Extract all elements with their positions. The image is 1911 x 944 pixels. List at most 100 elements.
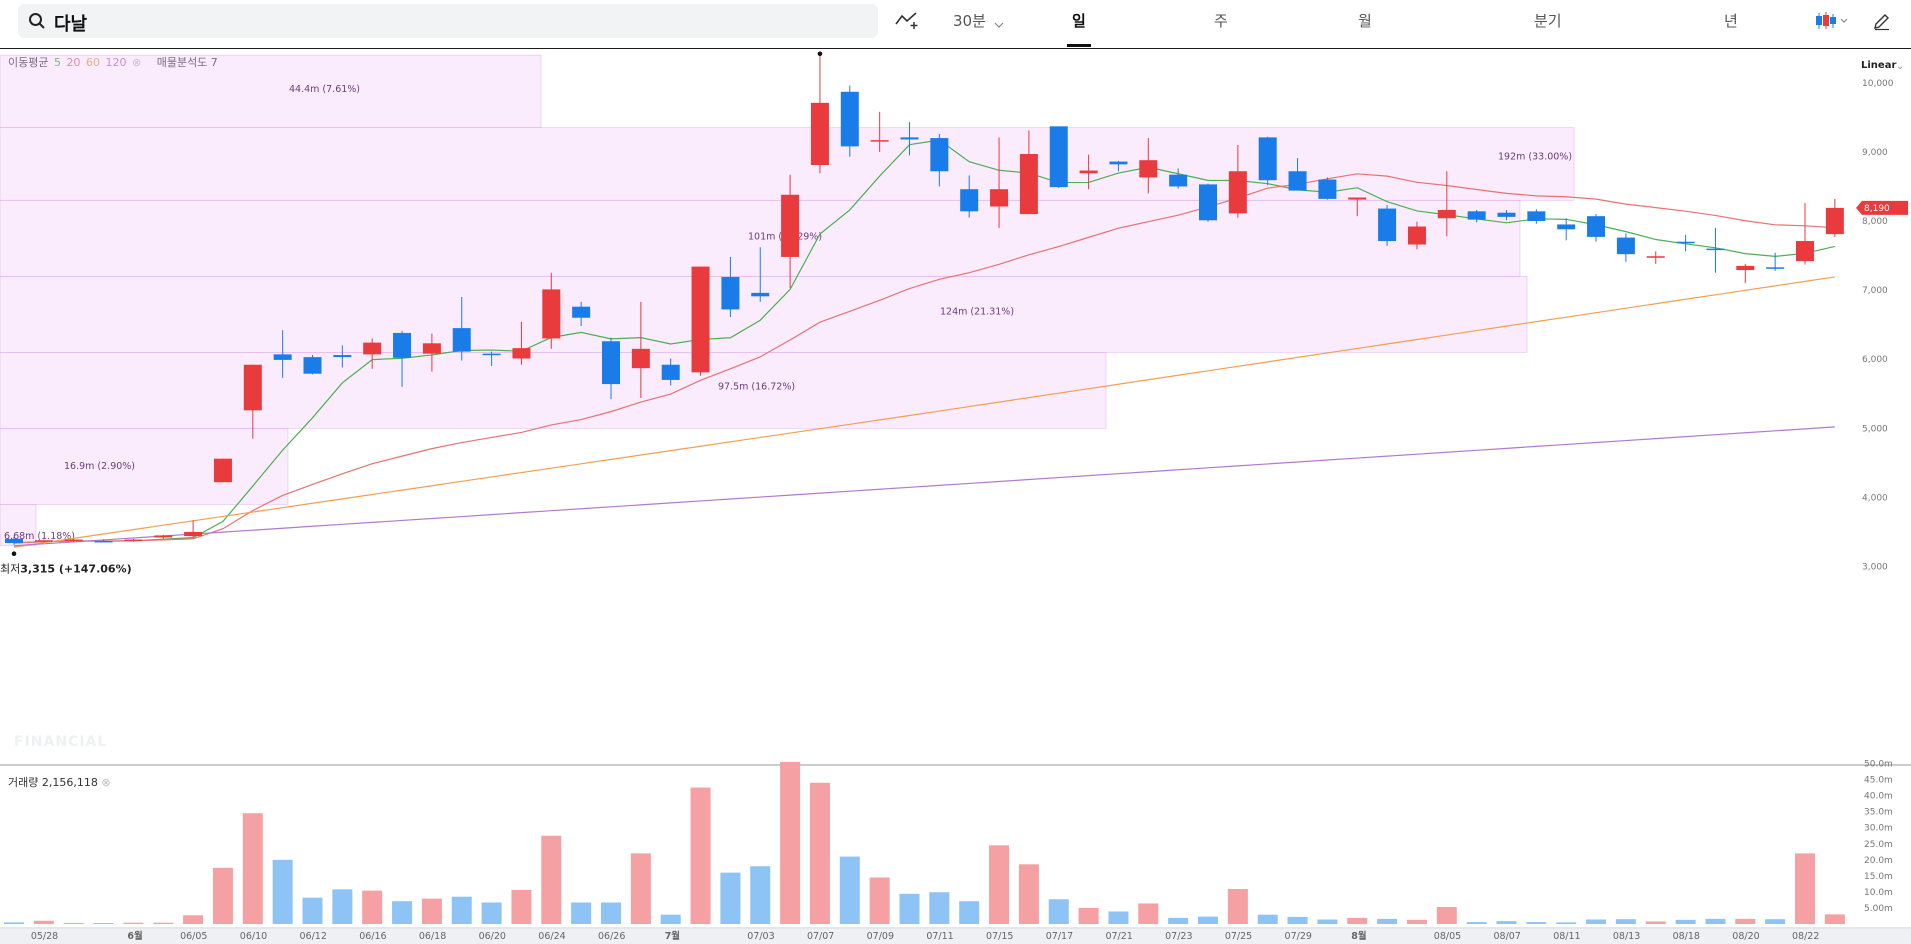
scale-mode-label: Linear [1861,60,1896,71]
candle-body [34,540,53,542]
x-axis-band [0,929,1911,944]
x-axis-label: 08/20 [1732,931,1759,942]
chevron-down-icon[interactable] [994,14,1004,33]
volume-bar [511,889,532,924]
volume-bar [1108,911,1129,924]
volume-tick: 45.0m [1864,776,1893,786]
candle-body [810,102,829,166]
current-price-tag [1856,200,1908,215]
x-axis-label: 07/03 [747,931,774,942]
candle-body [243,364,262,411]
price-tick: 9,000 [1862,148,1888,158]
volume-tick: 30.0m [1864,824,1893,834]
search-box[interactable]: 다날 [18,4,878,38]
x-axis-label: 07/15 [986,931,1013,942]
price-chart[interactable]: 6.68m (1.18%) 16.9m (2.90%) 97.5m (16.72%)… [0,48,1911,944]
tab-year[interactable]: 년 [1724,12,1738,30]
x-axis-label: 08/13 [1613,931,1640,942]
candle-body [154,535,173,538]
price-tick: 4,000 [1862,493,1888,503]
volume-bar [571,902,592,924]
ma-label: 이동평균 [8,56,48,69]
volume-bar [302,897,323,924]
low-marker [11,551,17,557]
volume-bar [1824,914,1845,924]
candle-body [1258,137,1277,181]
volume-bar [1168,917,1189,924]
volume-bar [959,901,980,924]
candle-body [1318,179,1337,199]
volume-bar [153,922,174,924]
chart-type-candle-icon[interactable] [1814,11,1850,35]
candle-body [1049,126,1068,188]
x-axis-label: 08/18 [1673,931,1700,942]
volume-bar [123,922,144,924]
volume-tick: 50.0m [1864,760,1893,770]
volume-bar [183,915,204,924]
volume-profile-label: 6.68m (1.18%) [4,531,75,542]
ma-120-line [13,426,1835,547]
volume-bar [1526,922,1547,924]
volume-bar [93,923,114,925]
candle-body [1169,174,1188,187]
candle-body [512,348,531,359]
volume-profile-label: 97.5m (16.72%) [718,382,795,393]
volume-tick: 25.0m [1864,840,1893,850]
volume-bar [451,896,472,924]
candle-body [422,343,441,354]
ma-20-line [13,173,1835,544]
volume-bar [332,889,353,924]
volume-profile-label[interactable]: 매물분석도 7 [157,56,218,69]
candle-body [572,306,591,318]
volume-profile-label: 192m (33.00%) [1498,152,1572,163]
candle-body [751,292,770,297]
volume-profile-bar [0,427,289,505]
volume-bar [1138,903,1159,924]
tab-month[interactable]: 월 [1358,12,1372,30]
candle-body [1378,208,1397,242]
drawing-tool-icon[interactable] [894,10,920,34]
x-axis-label: 7월 [665,930,680,942]
candle-body [1587,216,1606,237]
candle-body [363,342,382,355]
ma-5[interactable]: 5 [54,56,61,69]
edit-pencil-icon[interactable] [1872,11,1892,35]
tab-30min[interactable]: 30분 [953,12,986,30]
volume-bar [1377,918,1398,924]
close-icon[interactable]: ⊗ [132,56,141,69]
candle-body [1019,153,1038,215]
ma-20[interactable]: 20 [66,56,80,69]
price-tick: 6,000 [1862,355,1888,365]
x-axis-label: 08/07 [1494,931,1521,942]
ma-120[interactable]: 120 [105,56,126,69]
close-icon[interactable]: ⊗ [101,776,111,789]
tab-week[interactable]: 주 [1214,12,1228,30]
ma-60[interactable]: 60 [86,56,100,69]
candle-body [1706,248,1725,251]
volume-bar [242,813,263,924]
candle-body [1348,197,1367,200]
tab-day[interactable]: 일 [1072,12,1086,30]
volume-profile-bar [0,127,1575,201]
x-axis-label: 07/11 [926,931,953,942]
x-axis-label: 07/23 [1165,931,1192,942]
x-axis-label: 8월 [1351,930,1366,942]
indicator-legend: 이동평균 5 20 60 120 ⊗ 매물분석도 7 [8,54,220,70]
price-tick: 7,000 [1862,286,1888,296]
candle-body [94,540,113,543]
search-input[interactable]: 다날 [54,14,88,35]
price-tick: 10,000 [1862,79,1894,89]
candle-body [870,140,889,142]
volume-bar [4,922,24,924]
volume-bar [33,920,54,924]
x-axis-label: 06/24 [538,931,565,942]
candle-body [1616,237,1635,255]
volume-bar [392,901,413,924]
tab-quarter[interactable]: 분기 [1534,12,1562,30]
candle-body [273,354,292,360]
candle-body [1646,256,1665,258]
x-axis-label: 06/10 [240,931,267,942]
volume-bar [1765,919,1786,924]
x-axis-label: 06/18 [419,931,446,942]
low-label: 최저3,315 (+147.06%) [0,563,132,576]
